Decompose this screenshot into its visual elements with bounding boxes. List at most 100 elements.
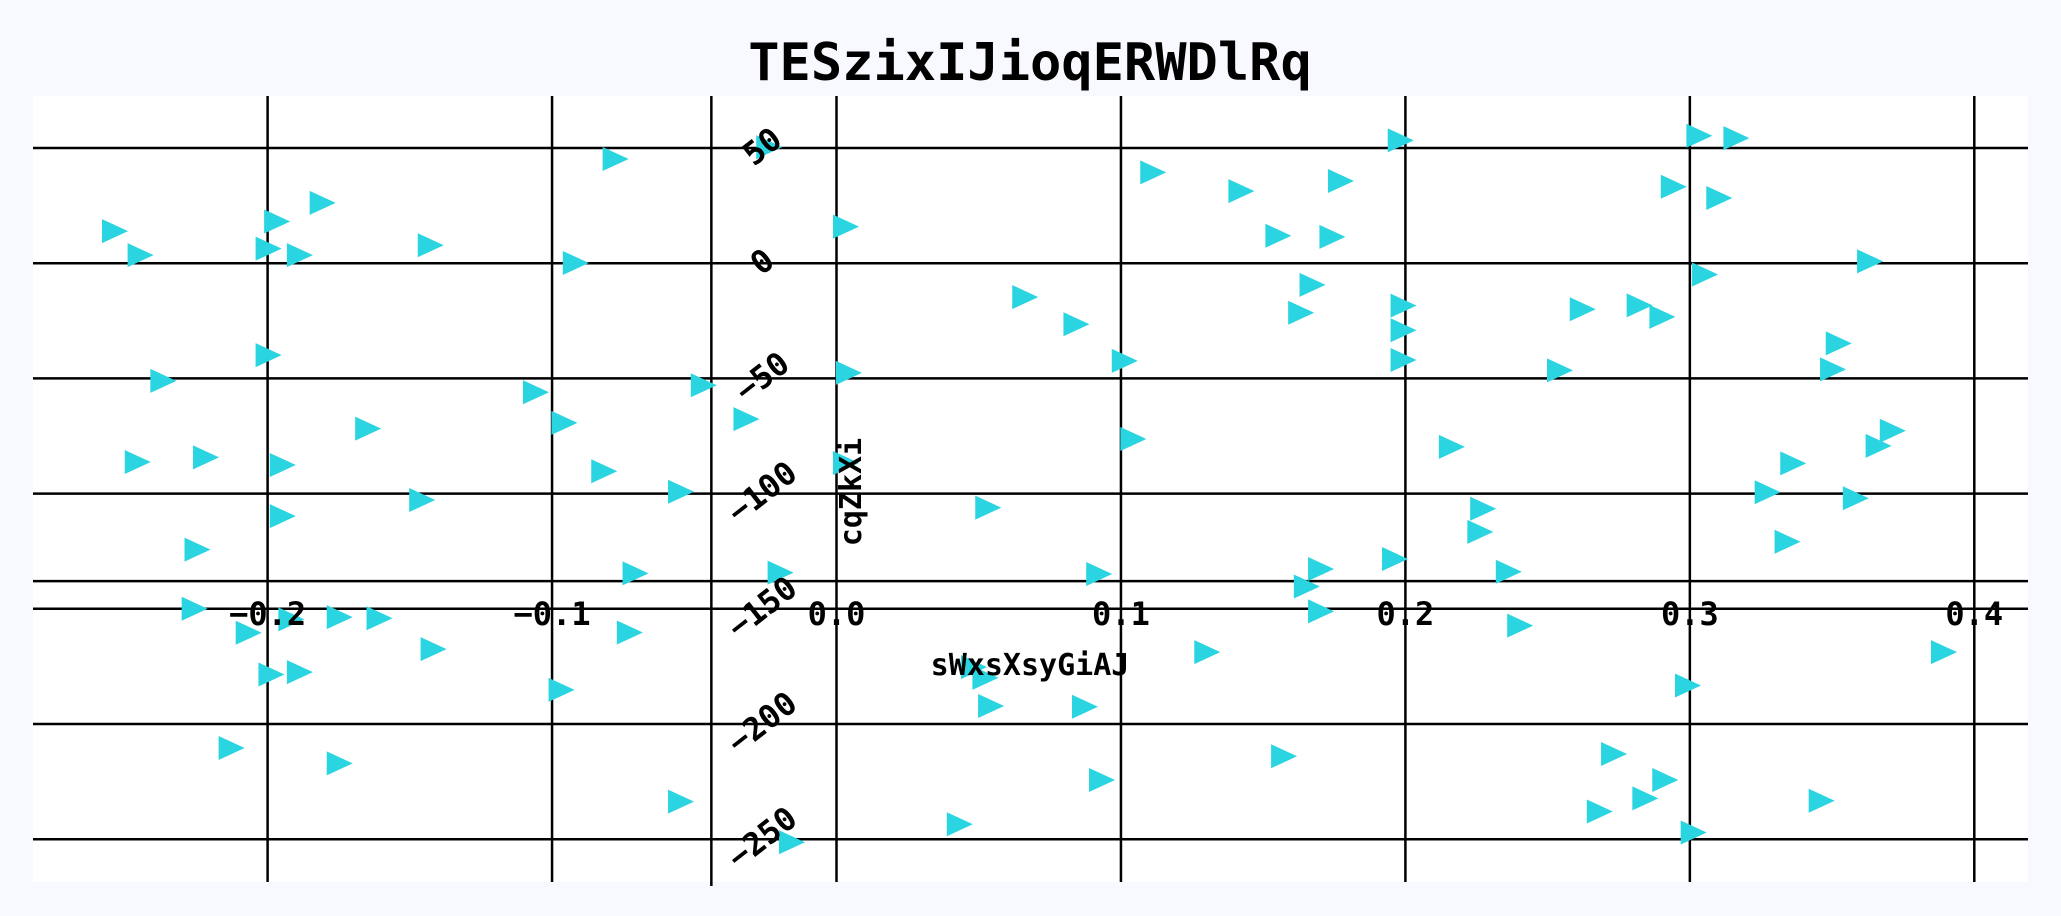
scatter-point: [1293, 574, 1320, 599]
scatter-point: [366, 606, 393, 631]
scatter-point: [1390, 318, 1417, 343]
scatter-point: [355, 416, 382, 441]
scatter-point: [1089, 767, 1116, 792]
scatter-point: [1569, 297, 1596, 322]
scatter-point: [1675, 673, 1702, 698]
plot-area: [33, 96, 2028, 882]
scatter-point: [833, 214, 860, 239]
scatter-point: [326, 751, 353, 776]
x-tick-label: 0.1: [1092, 595, 1150, 633]
scatter-point: [733, 407, 760, 432]
scatter-point: [562, 250, 589, 275]
scatter-point: [767, 560, 794, 585]
scatter-point: [1327, 168, 1354, 193]
scatter-point: [1825, 331, 1852, 356]
x-tick-label: −0.2: [229, 595, 306, 633]
scatter-point: [278, 607, 305, 632]
x-tick-label: 0.0: [808, 595, 866, 633]
scatter-point: [1228, 179, 1255, 204]
scatter-point: [1140, 160, 1167, 185]
scatter-point: [269, 453, 296, 478]
scatter-point: [591, 459, 618, 484]
scatter-point: [668, 479, 695, 504]
scatter-point: [1808, 788, 1835, 813]
scatter-point: [1390, 347, 1417, 372]
scatter-point: [309, 190, 336, 215]
scatter-point: [409, 488, 436, 513]
scatter-point: [946, 812, 973, 837]
scatter-point: [1879, 418, 1906, 443]
scatter-point: [417, 233, 444, 258]
scatter-point: [1652, 767, 1679, 792]
scatter-point: [420, 637, 447, 662]
scatter-point: [978, 694, 1005, 719]
scatter-point: [286, 660, 313, 685]
scatter-point: [1754, 480, 1781, 505]
scatter-point: [101, 219, 128, 244]
scatter-point: [602, 147, 629, 172]
scatter-point: [548, 677, 575, 702]
scatter-point: [264, 209, 291, 234]
scatter-point: [1547, 358, 1574, 383]
scatter-point: [1467, 519, 1494, 544]
scatter-point: [184, 537, 211, 562]
scatter-point: [1780, 451, 1807, 476]
scatter-point: [622, 561, 649, 586]
scatter-point: [1865, 433, 1892, 458]
scatter-point: [1438, 434, 1465, 459]
scatter-point: [1857, 249, 1884, 274]
scatter-point: [286, 243, 313, 268]
scatter-point: [1649, 304, 1676, 329]
scatter-point: [522, 380, 549, 405]
x-tick-label: 0.2: [1377, 595, 1435, 633]
scatter-point: [1387, 128, 1414, 153]
scatter-point: [1470, 496, 1497, 521]
scatter-point: [1820, 357, 1847, 382]
scatter-point: [756, 135, 783, 160]
scatter-point: [181, 596, 208, 621]
scatter-point: [1382, 547, 1409, 572]
scatter-point: [255, 343, 282, 368]
x-tick-label: 0.4: [1945, 595, 2003, 633]
scatter-point: [1265, 223, 1292, 248]
scatter-point: [1686, 123, 1713, 148]
scatter-point: [668, 789, 695, 814]
scatter-point: [255, 236, 282, 261]
scatter-point: [1390, 293, 1417, 318]
scatter-point: [258, 662, 285, 687]
y-axis-label: cqZkXi: [834, 438, 869, 546]
scatter-point: [1308, 599, 1335, 624]
scatter-point: [1194, 640, 1221, 665]
scatter-point: [972, 665, 999, 690]
scatter-point: [1288, 300, 1315, 325]
scatter-point: [1271, 744, 1298, 769]
scatter-point: [1660, 174, 1687, 199]
scatter-point: [1299, 272, 1326, 297]
scatter-point: [1495, 559, 1522, 584]
scatter-point: [1692, 262, 1719, 287]
scatter-point: [1931, 640, 1958, 665]
scatter-point: [124, 450, 151, 475]
scatter-point: [269, 504, 296, 529]
x-tick-label: 0.3: [1661, 595, 1719, 633]
scatter-point: [1706, 185, 1733, 210]
scatter-point: [1507, 613, 1534, 638]
scatter-point: [975, 495, 1002, 520]
points-layer: [101, 123, 1958, 855]
scatter-point: [150, 368, 177, 393]
scatter-point: [1601, 741, 1628, 766]
scatter-point: [1626, 293, 1653, 318]
scatter-point: [1120, 426, 1147, 451]
x-axis-label: sWxsXsyGiAJ: [931, 648, 1130, 683]
scatter-point: [551, 410, 578, 435]
scatter-point: [835, 360, 862, 385]
scatter-point: [1586, 799, 1613, 824]
scatter-point: [326, 605, 353, 630]
scatter-point: [1680, 820, 1707, 845]
chart-title: TESzixIJioqERWDlRq: [748, 33, 1312, 93]
scatter-point: [833, 450, 860, 475]
axes-layer: [33, 96, 2028, 886]
scatter-point: [1086, 562, 1113, 587]
